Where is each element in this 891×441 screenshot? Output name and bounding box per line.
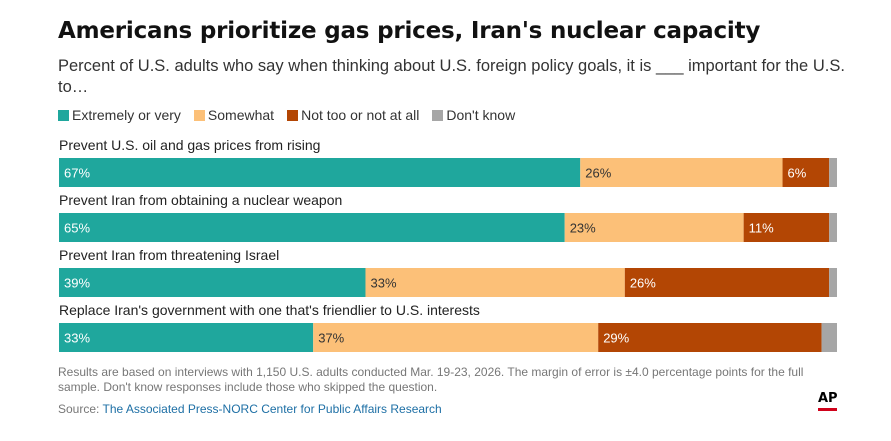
legend-label-extremely: Extremely or very: [72, 107, 181, 123]
legend-swatch-not: [287, 109, 299, 121]
data-label: 29%: [603, 331, 629, 346]
category-label: Prevent Iran from obtaining a nuclear we…: [59, 192, 342, 208]
category-label: Prevent Iran from threatening Israel: [59, 247, 279, 263]
category-label: Replace Iran's government with one that'…: [59, 302, 480, 318]
data-label: 6%: [788, 166, 807, 181]
bar-segment: [829, 158, 837, 187]
legend-label-dontknow: Don't know: [446, 107, 516, 123]
bar-segment: [821, 323, 837, 352]
legend-label-somewhat: Somewhat: [207, 107, 275, 123]
data-label: 33%: [64, 331, 90, 346]
legend: Extremely or very Somewhat Not too or no…: [58, 107, 528, 123]
bar-segment: [598, 323, 822, 352]
legend-swatch-extremely: [58, 109, 69, 121]
bar-segment: [743, 213, 830, 242]
legend-swatch-somewhat: [193, 109, 205, 121]
legend-label-not: Not too or not at all: [301, 107, 420, 123]
bar-segment: [59, 268, 366, 297]
bar-segment: [624, 268, 830, 297]
bar-segment: [59, 213, 565, 242]
category-label: Prevent U.S. oil and gas prices from ris…: [59, 137, 320, 153]
bar-segment: [829, 213, 837, 242]
data-label: 23%: [570, 221, 596, 236]
legend-swatch-dontknow: [432, 109, 444, 121]
source-prefix: Source:: [58, 402, 103, 416]
legend-item-extremely: Extremely or very: [58, 107, 181, 123]
ap-logo-underline: [818, 408, 837, 411]
data-label: 11%: [749, 221, 774, 236]
data-label: 67%: [64, 166, 90, 181]
data-label: 26%: [630, 276, 656, 291]
chart-subtitle: Percent of U.S. adults who say when thin…: [58, 57, 845, 96]
source-link[interactable]: The Associated Press-NORC Center for Pub…: [102, 402, 442, 416]
chart-title: Americans prioritize gas prices, Iran's …: [58, 18, 761, 44]
bar-segment: [580, 158, 783, 187]
data-label: 33%: [370, 276, 396, 291]
bar-segment: [829, 268, 837, 297]
data-label: 65%: [64, 221, 90, 236]
legend-item-not: Not too or not at all: [287, 107, 419, 123]
legend-item-somewhat: Somewhat: [193, 107, 275, 123]
bar-segment: [59, 158, 581, 187]
bar-segment: [59, 323, 314, 352]
bar-segment: [782, 158, 830, 187]
source-line: Source: The Associated Press-NORC Center…: [58, 402, 442, 416]
legend-item-dontknow: Don't know: [432, 107, 515, 123]
data-label: 26%: [585, 166, 611, 181]
bar-segment: [564, 213, 744, 242]
ap-logo: AP: [818, 391, 838, 406]
bar-segment: [365, 268, 625, 297]
bar-segment: [313, 323, 599, 352]
data-label: 39%: [64, 276, 90, 291]
data-label: 37%: [318, 331, 344, 346]
methodology-note: Results are based on interviews with 1,1…: [58, 365, 804, 394]
